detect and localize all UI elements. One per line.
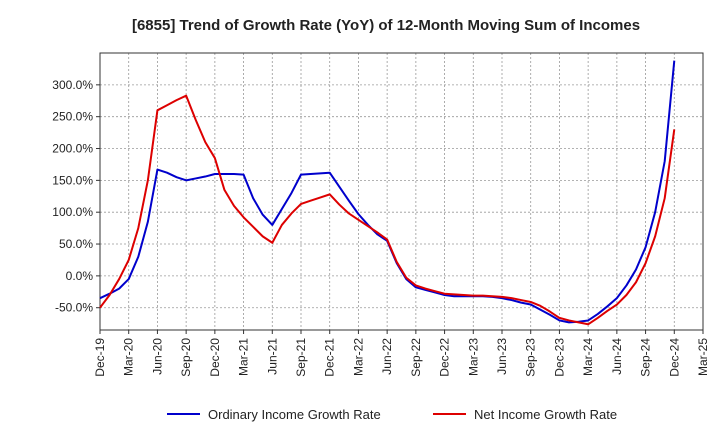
y-tick-label: 200.0%	[52, 142, 93, 156]
x-axis: Dec-19 Mar-20 Jun-20 Sep-20 Dec-20 Mar-21 Jun-…	[93, 330, 710, 377]
x-tick-label: Sep-22	[409, 338, 423, 377]
x-tick-label: Mar-25	[696, 338, 710, 376]
y-tick-label: 150.0%	[52, 173, 93, 187]
x-tick-label: Dec-22	[438, 338, 452, 377]
y-tick-label: 100.0%	[52, 205, 93, 219]
series-line-net-income	[99, 94, 676, 326]
x-tick-label: Sep-20	[179, 338, 193, 377]
plot-area	[99, 52, 704, 331]
gridlines	[99, 53, 704, 330]
chart-title: [6855] Trend of Growth Rate (YoY) of 12-…	[132, 17, 640, 34]
y-tick-label: -50.0%	[55, 301, 93, 315]
x-tick-label: Mar-21	[237, 338, 251, 376]
x-tick-label: Dec-24	[667, 338, 681, 377]
x-tick-label: Dec-23	[552, 338, 566, 377]
x-tick-label: Mar-22	[351, 338, 365, 376]
x-tick-label: Dec-19	[93, 338, 107, 377]
x-tick-label: Dec-21	[323, 338, 337, 377]
series-lines	[99, 60, 676, 326]
y-tick-label: 250.0%	[52, 110, 93, 124]
series-line-ordinary-income	[99, 60, 676, 324]
x-tick-label: Jun-20	[150, 338, 164, 375]
x-tick-label: Jun-23	[495, 338, 509, 375]
y-tick-label: 0.0%	[66, 269, 94, 283]
x-tick-label: Mar-24	[581, 338, 595, 376]
x-tick-label: Sep-23	[524, 338, 538, 377]
x-tick-label: Mar-23	[466, 338, 480, 376]
x-tick-label: Jun-21	[265, 338, 279, 375]
legend-label-ordinary: Ordinary Income Growth Rate	[208, 407, 381, 422]
legend: Ordinary Income Growth Rate Net Income G…	[167, 407, 617, 422]
x-tick-label: Jun-22	[380, 338, 394, 375]
x-tick-label: Sep-21	[294, 338, 308, 377]
x-tick-label: Sep-24	[639, 338, 653, 377]
x-tick-label: Mar-20	[122, 338, 136, 376]
legend-label-net: Net Income Growth Rate	[474, 407, 617, 422]
y-axis: -50.0% 0.0% 50.0% 100.0% 150.0% 200.0% 250.0% 3…	[52, 78, 100, 315]
y-tick-label: 50.0%	[59, 237, 93, 251]
x-tick-label: Dec-20	[208, 338, 222, 377]
x-tick-label: Jun-24	[610, 338, 624, 375]
y-tick-label: 300.0%	[52, 78, 93, 92]
